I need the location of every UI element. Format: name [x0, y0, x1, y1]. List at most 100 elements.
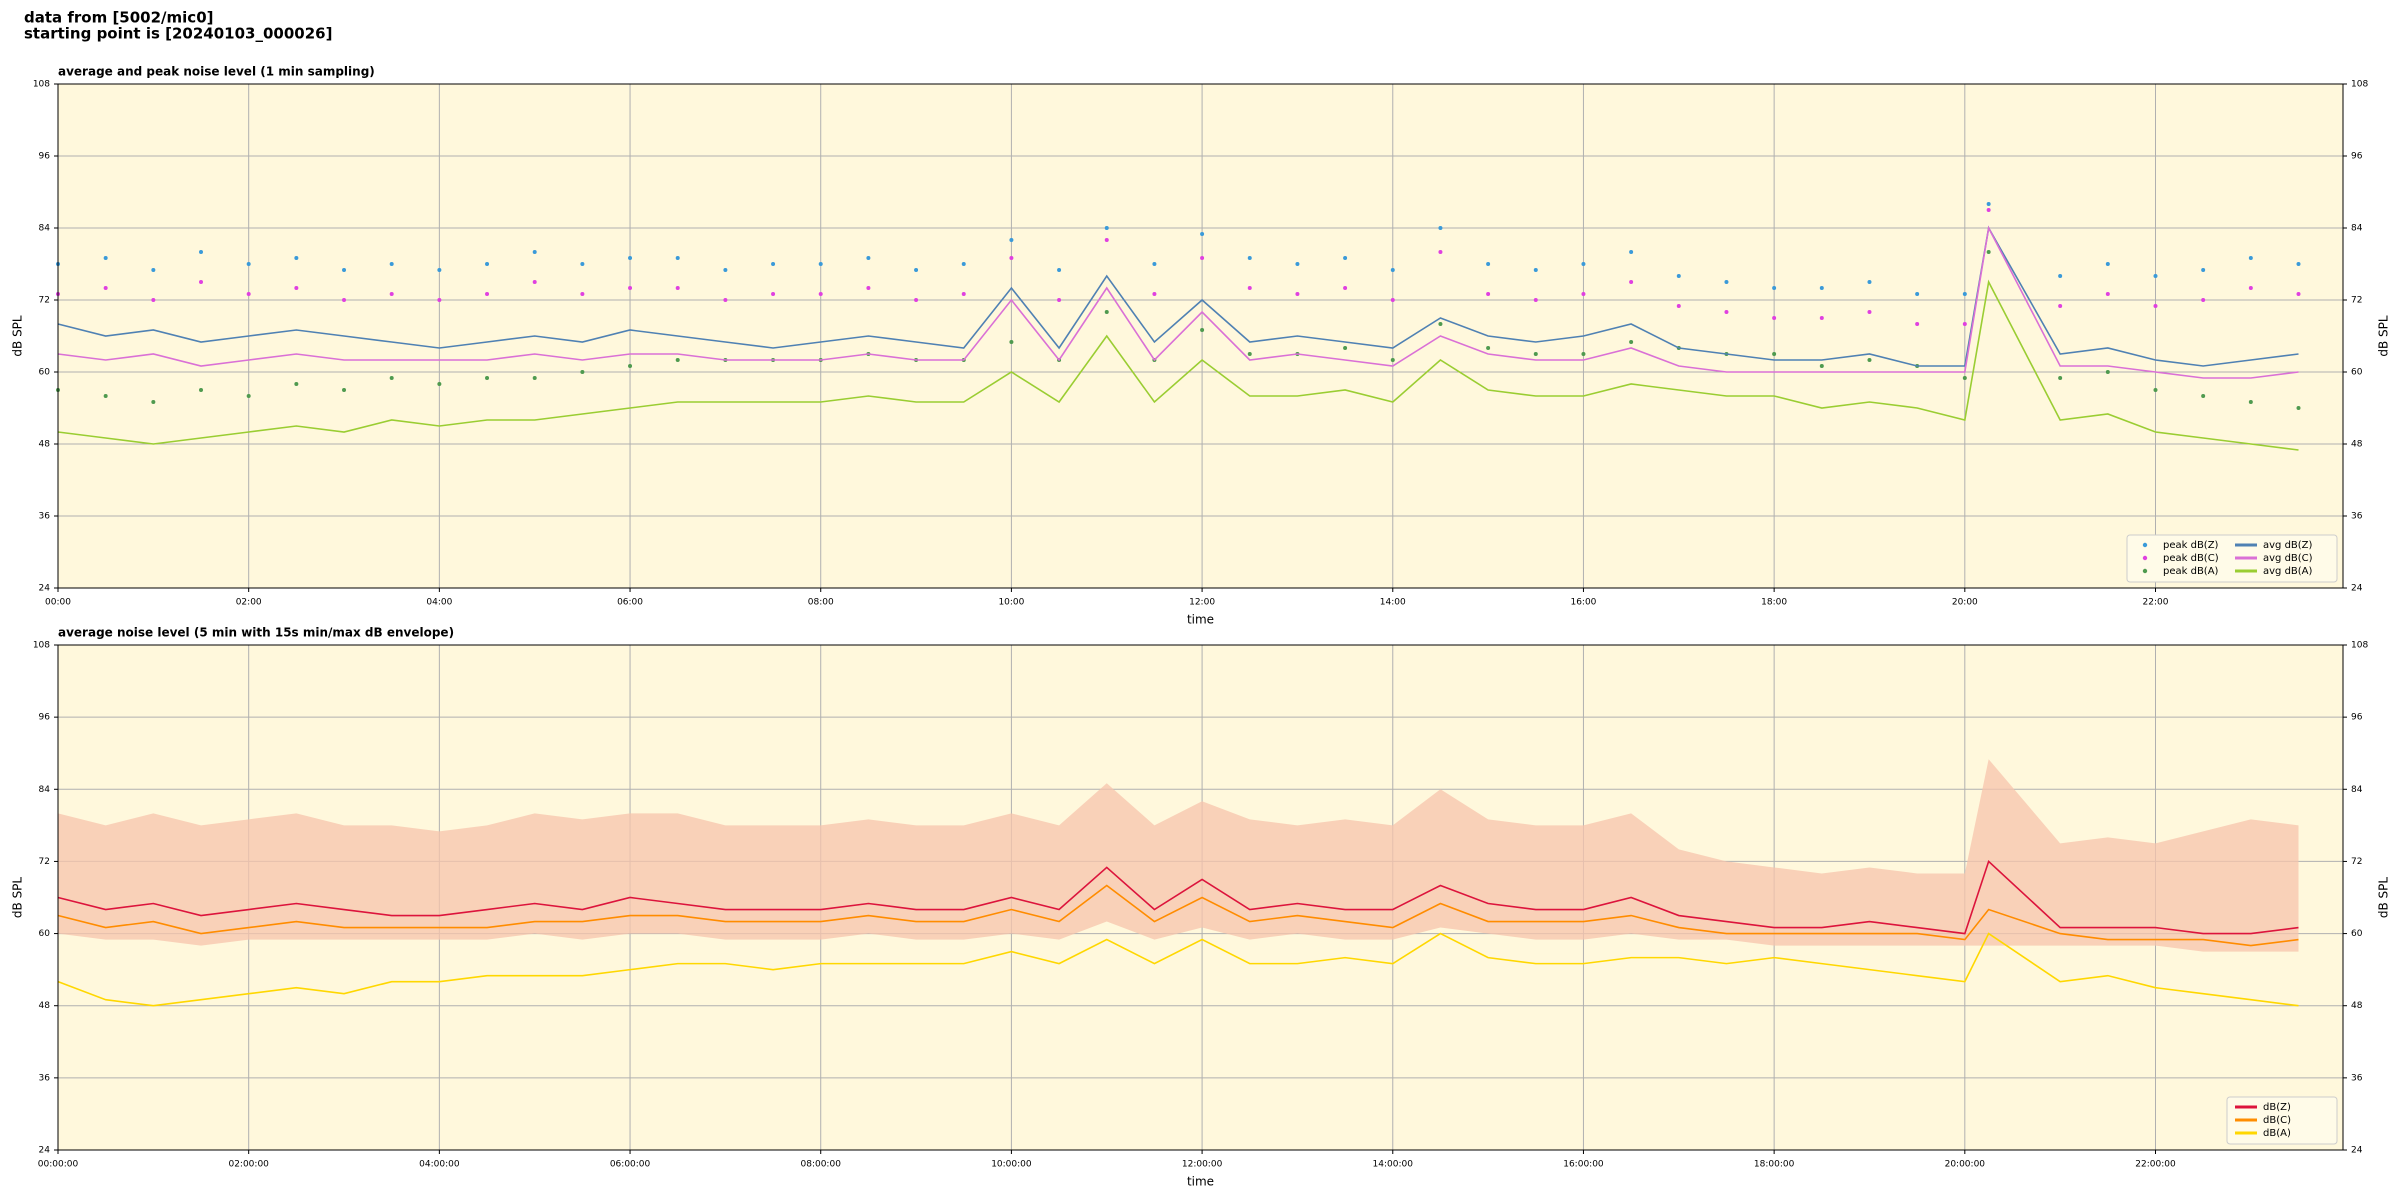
- y-tick-label: 60: [39, 368, 51, 378]
- peak-point: [2153, 304, 2158, 308]
- peak-point: [1867, 280, 1872, 284]
- peak-point: [1343, 346, 1348, 350]
- x-axis-label: time: [1187, 613, 1214, 627]
- peak-point: [866, 286, 871, 290]
- peak-point: [1915, 322, 1920, 326]
- peak-point: [1772, 352, 1777, 356]
- peak-point: [1104, 238, 1109, 242]
- peak-point: [1962, 376, 1967, 380]
- peak-point: [1247, 352, 1252, 356]
- peak-point: [437, 268, 442, 272]
- peak-point: [628, 256, 633, 260]
- y2-axis-label: dB SPL: [2377, 315, 2391, 357]
- peak-point: [532, 250, 537, 254]
- x-tick-label: 00:00:00: [38, 1160, 79, 1170]
- peak-point: [1200, 232, 1205, 236]
- peak-point: [2201, 394, 2206, 398]
- x-tick-label: 02:00: [236, 598, 262, 608]
- peak-point: [437, 382, 442, 386]
- peak-point: [2105, 370, 2110, 374]
- peak-point: [2153, 274, 2158, 278]
- peak-point: [437, 298, 442, 302]
- x-tick-label: 20:00:00: [1945, 1160, 1986, 1170]
- peak-point: [2248, 286, 2253, 290]
- peak-point: [2201, 298, 2206, 302]
- y2-tick-label: 84: [2351, 785, 2363, 795]
- peak-point: [1581, 292, 1586, 296]
- peak-point: [1343, 286, 1348, 290]
- envelope-band: [58, 759, 2299, 952]
- peak-point: [1629, 340, 1634, 344]
- y-tick-label: 96: [39, 152, 51, 162]
- y-tick-label: 24: [39, 1146, 51, 1156]
- peak-point: [199, 250, 204, 254]
- peak-point: [914, 268, 919, 272]
- peak-point: [866, 256, 871, 260]
- y2-tick-label: 72: [2351, 296, 2362, 306]
- peak-point: [103, 256, 108, 260]
- peak-point: [1104, 226, 1109, 230]
- y-tick-label: 84: [39, 785, 51, 795]
- peak-point: [1772, 286, 1777, 290]
- x-tick-label: 22:00: [2143, 598, 2169, 608]
- peak-point: [818, 262, 823, 266]
- peak-point: [246, 292, 251, 296]
- peak-point: [1533, 268, 1538, 272]
- peak-point: [628, 364, 633, 368]
- peak-point: [1819, 316, 1824, 320]
- peak-point: [389, 292, 394, 296]
- y2-tick-label: 24: [2351, 584, 2363, 594]
- peak-point: [1200, 328, 1205, 332]
- peak-point: [1295, 262, 1300, 266]
- x-tick-label: 06:00:00: [610, 1160, 651, 1170]
- peak-point: [103, 286, 108, 290]
- y-axis-label: dB SPL: [11, 315, 25, 357]
- peak-point: [1152, 262, 1157, 266]
- peak-point: [1867, 358, 1872, 362]
- x-tick-label: 06:00: [617, 598, 643, 608]
- peak-point: [675, 286, 680, 290]
- peak-point: [1629, 280, 1634, 284]
- x-tick-label: 20:00: [1952, 598, 1978, 608]
- series-line: [57, 932, 2299, 1007]
- peak-point: [1819, 286, 1824, 290]
- x-tick-label: 18:00:00: [1754, 1160, 1795, 1170]
- y2-tick-label: 60: [2351, 929, 2363, 939]
- x-tick-label: 14:00: [1380, 598, 1406, 608]
- peak-point: [2105, 262, 2110, 266]
- peak-point: [1486, 292, 1491, 296]
- peak-point: [294, 256, 299, 260]
- plot-background: [58, 84, 2343, 588]
- y2-tick-label: 60: [2351, 368, 2363, 378]
- peak-point: [1057, 268, 1062, 272]
- peak-point: [914, 298, 919, 302]
- legend-marker: [2142, 568, 2148, 574]
- legend-label: dB(A): [2263, 1128, 2291, 1139]
- peak-point: [1724, 310, 1729, 314]
- y-tick-label: 36: [39, 1073, 51, 1083]
- x-tick-label: 00:00: [45, 598, 71, 608]
- peak-point: [1390, 268, 1395, 272]
- y-tick-label: 48: [39, 1001, 51, 1011]
- peak-point: [199, 280, 204, 284]
- series-line: [57, 859, 2299, 935]
- series-line: [57, 884, 2299, 947]
- peak-point: [1438, 226, 1443, 230]
- y-tick-label: 36: [39, 512, 51, 522]
- y2-tick-label: 96: [2351, 152, 2363, 162]
- y2-tick-label: 36: [2351, 1073, 2363, 1083]
- legend-label: peak dB(A): [2163, 566, 2219, 577]
- peak-point: [1009, 340, 1014, 344]
- chart-title: average noise level (5 min with 15s min/…: [58, 626, 454, 640]
- peak-point: [342, 388, 347, 392]
- legend-label: peak dB(Z): [2163, 540, 2219, 551]
- peak-point: [199, 388, 204, 392]
- y-tick-label: 84: [39, 224, 51, 234]
- peak-point: [485, 292, 490, 296]
- x-axis-label: time: [1187, 1175, 1214, 1189]
- peak-point: [2058, 274, 2063, 278]
- y-tick-label: 96: [39, 713, 51, 723]
- peak-point: [675, 358, 680, 362]
- peak-point: [580, 292, 585, 296]
- peak-point: [1676, 304, 1681, 308]
